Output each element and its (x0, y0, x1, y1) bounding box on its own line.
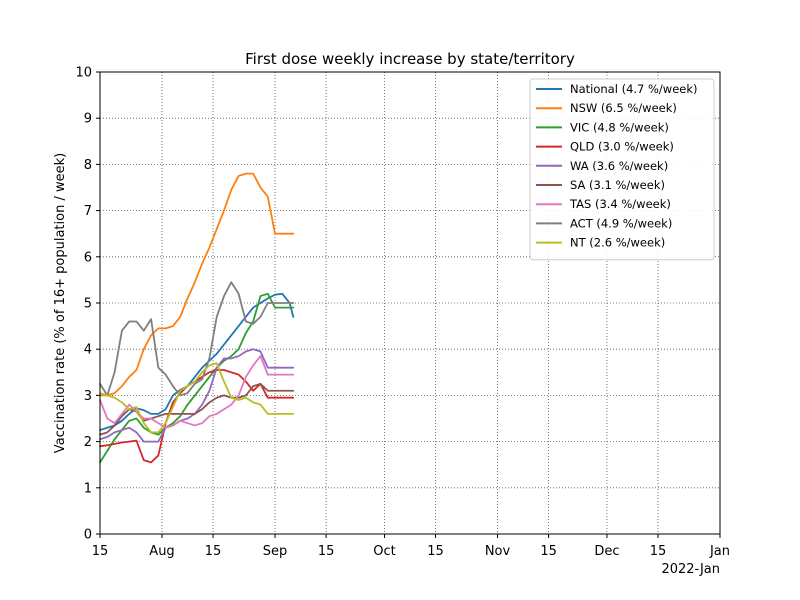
series-line-2 (99, 292, 295, 464)
y-tick-label: 2 (84, 435, 92, 450)
legend-entry: QLD (3.0 %/week) (570, 140, 674, 154)
y-tick-label: 1 (84, 481, 92, 496)
x-tick-label: Nov (485, 544, 511, 559)
legend-entry: WA (3.6 %/week) (570, 159, 668, 173)
y-tick-label: 6 (84, 250, 92, 265)
legend-entry: TAS (3.4 %/week) (569, 197, 671, 211)
x-tick-label: 15 (427, 544, 444, 559)
series-line-4 (99, 348, 295, 443)
chart-title: First dose weekly increase by state/terr… (245, 50, 575, 68)
legend-entry: National (4.7 %/week) (570, 82, 698, 96)
x-tick-label: Oct (373, 544, 395, 559)
y-tick-label: 5 (84, 297, 92, 312)
legend-entry: NSW (6.5 %/week) (570, 101, 677, 115)
x-tick-label: Aug (149, 544, 174, 559)
axis-ticks: 0 1 2 3 4 5 6 7 8 9 10 15 Aug 15 Sep 15 Oct 15 Nov 15 Dec 15 J… (75, 66, 730, 560)
legend-entry: NT (2.6 %/week) (570, 236, 665, 250)
y-tick-label: 3 (84, 389, 92, 404)
y-tick-label: 7 (84, 204, 92, 219)
series-lines (99, 172, 295, 464)
series-line-1 (99, 172, 295, 397)
x-axis-offset-label: 2022-Jan (661, 562, 720, 577)
y-tick-label: 10 (75, 66, 92, 81)
x-tick-label: 15 (92, 544, 109, 559)
x-tick-label: 15 (540, 544, 557, 559)
legend: National (4.7 %/week) NSW (6.5 %/week) VIC… (529, 78, 715, 261)
y-tick-label: 0 (84, 528, 92, 543)
series-line-3 (99, 369, 295, 464)
series-line-5 (99, 382, 295, 436)
legend-entry: ACT (4.9 %/week) (570, 216, 672, 230)
y-tick-label: 4 (84, 343, 92, 358)
x-tick-label: Sep (263, 544, 288, 559)
x-tick-label: Jan (709, 544, 730, 559)
legend-box (529, 78, 715, 261)
legend-entry: VIC (4.8 %/week) (570, 120, 669, 134)
y-tick-label: 8 (84, 158, 92, 173)
y-axis-label: Vaccination rate (% of 16+ population / … (53, 153, 68, 453)
series-line-8 (99, 362, 295, 434)
y-tick-label: 9 (84, 112, 92, 127)
x-tick-label: Dec (594, 544, 619, 559)
series-line-7 (99, 281, 295, 397)
x-tick-label: 15 (318, 544, 335, 559)
x-tick-label: 15 (650, 544, 667, 559)
legend-entry: SA (3.1 %/week) (570, 178, 665, 192)
x-tick-label: 15 (205, 544, 222, 559)
